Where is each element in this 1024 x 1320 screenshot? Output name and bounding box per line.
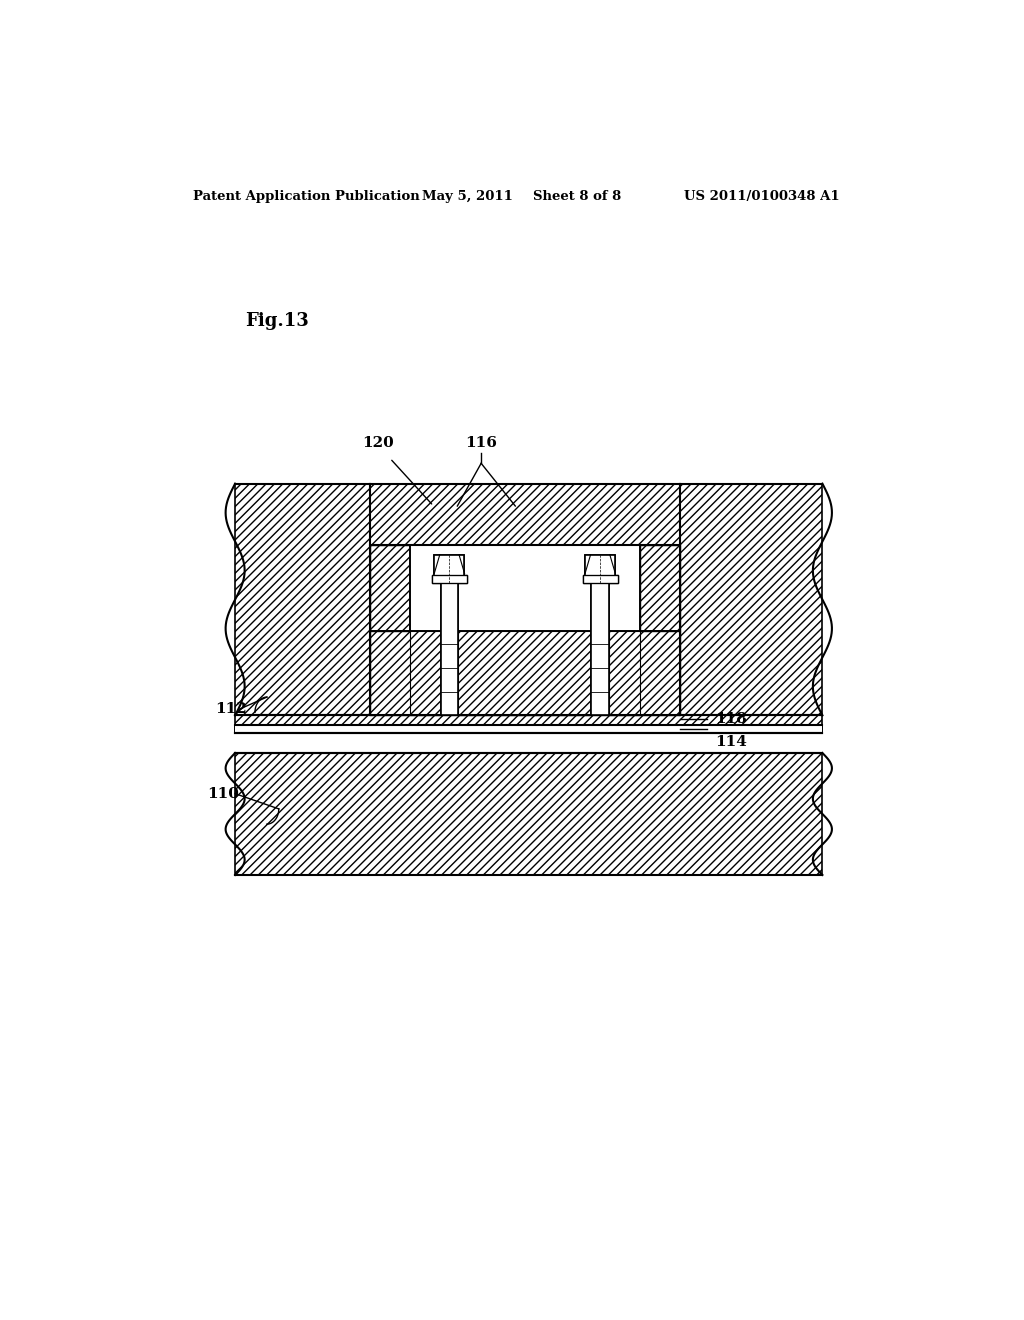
Bar — [440, 583, 458, 715]
Bar — [583, 576, 617, 583]
Bar — [640, 545, 680, 631]
Text: 110: 110 — [207, 787, 240, 801]
Bar — [370, 545, 410, 631]
Bar — [583, 576, 617, 583]
Text: US 2011/0100348 A1: US 2011/0100348 A1 — [684, 190, 839, 202]
Bar — [440, 631, 458, 715]
Bar — [680, 483, 822, 715]
Bar — [592, 583, 609, 715]
Bar — [585, 554, 615, 583]
Bar — [458, 631, 592, 715]
Bar — [236, 752, 822, 875]
Bar — [410, 631, 440, 715]
Bar — [432, 576, 467, 583]
Bar — [432, 576, 467, 583]
Bar — [410, 545, 640, 631]
Text: Fig.13: Fig.13 — [246, 312, 309, 330]
Bar — [370, 483, 680, 545]
Text: 120: 120 — [362, 436, 394, 450]
Text: 114: 114 — [715, 735, 748, 748]
Bar — [592, 631, 609, 715]
Text: May 5, 2011: May 5, 2011 — [422, 190, 512, 202]
Bar — [434, 554, 465, 583]
Bar — [370, 631, 680, 715]
Text: Sheet 8 of 8: Sheet 8 of 8 — [532, 190, 621, 202]
Bar — [585, 554, 615, 583]
Bar — [236, 725, 822, 752]
Bar — [236, 483, 370, 715]
Text: 112: 112 — [215, 702, 247, 717]
Bar — [236, 715, 822, 733]
Bar — [609, 631, 640, 715]
Text: 116: 116 — [465, 436, 497, 450]
Bar — [440, 583, 458, 715]
Bar — [434, 554, 465, 583]
Text: 118: 118 — [715, 713, 748, 726]
Bar — [592, 583, 609, 715]
Text: Patent Application Publication: Patent Application Publication — [194, 190, 420, 202]
Bar — [236, 725, 822, 733]
